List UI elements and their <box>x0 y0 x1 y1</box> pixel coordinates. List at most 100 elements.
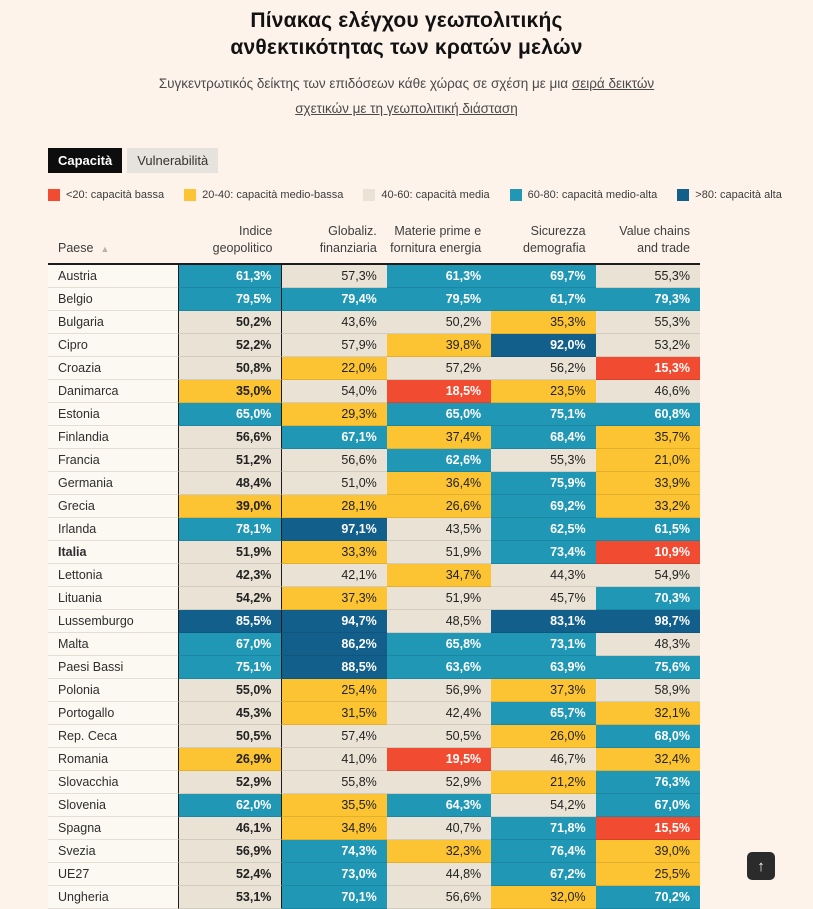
column-header: Indice geopolitico <box>212 223 273 255</box>
value-cell: 52,4% <box>178 863 283 887</box>
scroll-to-top-button[interactable]: ↑ <box>747 852 775 880</box>
value-cell: 61,7% <box>491 288 596 312</box>
tab-vulnerabilità[interactable]: Vulnerabilità <box>127 147 219 173</box>
table-row: Polonia 55,0% 25,4% 56,9% 37,3% 58,9% <box>48 679 700 703</box>
resilience-table: Paese ▲ Indice geopolitico Globaliz. finanz… <box>48 223 700 909</box>
value-cell: 73,1% <box>491 633 596 657</box>
value-cell: 76,3% <box>595 771 700 795</box>
column-header: Sicurezza demografia <box>523 223 586 255</box>
value-cell: 48,3% <box>595 633 700 657</box>
value-cell: 55,0% <box>178 679 283 703</box>
value-cell: 32,0% <box>491 886 596 909</box>
value-cell: 61,5% <box>595 518 700 542</box>
value-cell: 54,2% <box>178 587 283 611</box>
table-row: UE27 52,4% 73,0% 44,8% 67,2% 25,5% <box>48 863 700 887</box>
value-cell: 62,6% <box>386 449 492 473</box>
value-cell: 45,7% <box>491 587 596 611</box>
value-cell: 32,1% <box>595 702 700 726</box>
value-cell: 48,4% <box>178 472 283 496</box>
value-cell: 32,3% <box>386 840 492 864</box>
value-cell: 45,3% <box>178 702 283 726</box>
value-cell: 10,9% <box>595 541 700 565</box>
value-cell: 73,4% <box>491 541 596 565</box>
value-cell: 48,5% <box>386 610 492 634</box>
country-cell: Austria <box>48 265 178 289</box>
page-subtitle: Συγκεντρωτικός δείκτης των επιδόσεων κάθ… <box>127 72 687 122</box>
value-cell: 67,1% <box>282 426 387 450</box>
column-header-paese[interactable]: Paese ▲ <box>48 240 178 257</box>
table-row: Lettonia 42,3% 42,1% 34,7% 44,3% 54,9% <box>48 564 700 588</box>
table-row: Francia 51,2% 56,6% 62,6% 55,3% 21,0% <box>48 449 700 473</box>
country-cell: Croazia <box>48 357 178 381</box>
value-cell: 56,2% <box>491 357 596 381</box>
table-row: Finlandia 56,6% 67,1% 37,4% 68,4% 35,7% <box>48 426 700 450</box>
subtitle-link[interactable]: σχετικών με τη γεωπολιτική διάσταση <box>295 100 518 116</box>
table-row: Lussemburgo 85,5% 94,7% 48,5% 83,1% 98,7% <box>48 610 700 634</box>
value-cell: 54,2% <box>491 794 596 818</box>
value-cell: 97,1% <box>282 518 387 542</box>
value-cell: 75,1% <box>178 656 283 680</box>
tabs: Capacità Vulnerabilità <box>48 147 813 173</box>
value-cell: 26,9% <box>178 748 283 772</box>
value-cell: 55,3% <box>595 265 700 289</box>
country-cell: Irlanda <box>48 518 178 542</box>
country-cell: Belgio <box>48 288 178 312</box>
value-cell: 42,1% <box>282 564 387 588</box>
table-row: Slovacchia 52,9% 55,8% 52,9% 21,2% 76,3% <box>48 771 700 795</box>
value-cell: 32,4% <box>595 748 700 772</box>
country-cell: Bulgaria <box>48 311 178 335</box>
value-cell: 15,5% <box>595 817 700 841</box>
value-cell: 50,2% <box>178 311 283 335</box>
value-cell: 56,9% <box>386 679 492 703</box>
table-row: Malta 67,0% 86,2% 65,8% 73,1% 48,3% <box>48 633 700 657</box>
value-cell: 34,7% <box>386 564 492 588</box>
value-cell: 44,8% <box>386 863 492 887</box>
value-cell: 15,3% <box>595 357 700 381</box>
country-cell: Francia <box>48 449 178 473</box>
value-cell: 18,5% <box>386 380 492 404</box>
value-cell: 86,2% <box>282 633 387 657</box>
country-cell: Lussemburgo <box>48 610 178 634</box>
value-cell: 35,5% <box>282 794 387 818</box>
value-cell: 70,2% <box>595 886 700 909</box>
value-cell: 40,7% <box>386 817 492 841</box>
country-cell: Grecia <box>48 495 178 519</box>
value-cell: 51,9% <box>178 541 283 565</box>
value-cell: 79,4% <box>282 288 387 312</box>
legend-item: <20: capacità bassa <box>48 188 164 201</box>
table-row: Grecia 39,0% 28,1% 26,6% 69,2% 33,2% <box>48 495 700 519</box>
value-cell: 25,4% <box>282 679 387 703</box>
legend: <20: capacità bassa 20-40: capacità medio… <box>48 188 813 201</box>
arrow-up-icon: ↑ <box>757 857 765 875</box>
value-cell: 39,0% <box>178 495 283 519</box>
value-cell: 79,5% <box>178 288 283 312</box>
value-cell: 26,0% <box>491 725 596 749</box>
value-cell: 51,9% <box>386 587 492 611</box>
value-cell: 74,3% <box>282 840 387 864</box>
tab-capacità[interactable]: Capacità <box>48 147 123 173</box>
country-cell: Germania <box>48 472 178 496</box>
value-cell: 28,1% <box>282 495 387 519</box>
table-row: Danimarca 35,0% 54,0% 18,5% 23,5% 46,6% <box>48 380 700 404</box>
value-cell: 54,9% <box>595 564 700 588</box>
legend-swatch-icon <box>48 188 60 201</box>
value-cell: 25,5% <box>595 863 700 887</box>
value-cell: 35,3% <box>491 311 596 335</box>
value-cell: 79,5% <box>386 288 492 312</box>
value-cell: 52,9% <box>178 771 283 795</box>
country-cell: Portogallo <box>48 702 178 726</box>
value-cell: 61,3% <box>178 265 283 289</box>
value-cell: 69,7% <box>491 265 596 289</box>
value-cell: 50,2% <box>386 311 492 335</box>
country-cell: Lituania <box>48 587 178 611</box>
value-cell: 23,5% <box>491 380 596 404</box>
value-cell: 62,5% <box>491 518 596 542</box>
value-cell: 29,3% <box>282 403 387 427</box>
country-cell: Finlandia <box>48 426 178 450</box>
legend-item: >80: capacità alta <box>677 188 782 201</box>
value-cell: 69,2% <box>491 495 596 519</box>
subtitle-link[interactable]: σειρά δεικτών <box>571 75 655 91</box>
legend-swatch-icon <box>363 188 376 201</box>
value-cell: 56,6% <box>386 886 492 909</box>
country-cell: Slovenia <box>48 794 178 818</box>
